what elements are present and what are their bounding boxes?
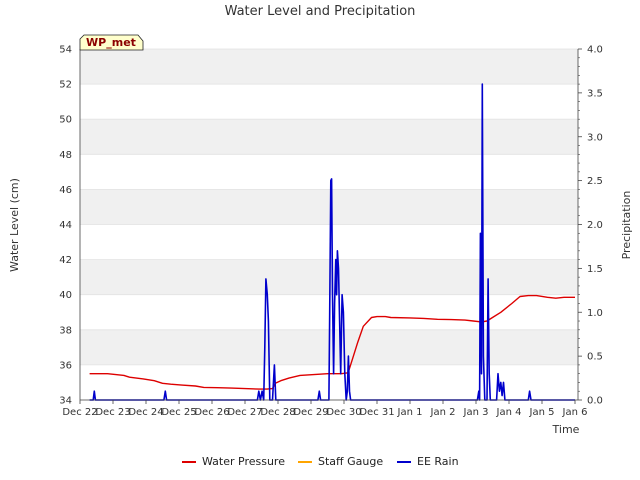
y-tick-label: 44: [59, 220, 72, 231]
legend-label-water-pressure: Water Pressure: [202, 455, 285, 468]
background-band: [80, 189, 578, 225]
background-band: [80, 259, 578, 295]
x-tick-label: Jan 2: [430, 407, 456, 418]
y2-tick-label: 3.5: [587, 88, 603, 99]
ticks-layer: 34 36 38 40 42 44 46 48 50 52 54 0.0 0.5 1.0 1.5 2.0 2.5…: [59, 45, 603, 419]
legend-label-ee-rain: EE Rain: [417, 455, 459, 468]
chart-title: Water Level and Precipitation: [225, 4, 416, 19]
background-bands: [80, 49, 578, 365]
x-tick-label: Dec 26: [194, 407, 229, 418]
y2-tick-label: 1.0: [587, 308, 603, 319]
x-tick-label: Dec 24: [128, 407, 163, 418]
x-tick-label: Dec 25: [161, 407, 196, 418]
y2-axis-label: Precipitation: [620, 191, 633, 260]
x-tick-label: Dec 28: [260, 407, 295, 418]
x-tick-label: Jan 1: [397, 407, 423, 418]
y2-tick-label: 0.0: [587, 396, 603, 407]
y2-tick-label: 1.5: [587, 264, 603, 275]
x-tick-label: Dec 31: [359, 407, 394, 418]
y-tick-label: 50: [59, 115, 72, 126]
x-tick-label: Dec 27: [227, 407, 262, 418]
x-tick-label: Jan 3: [463, 407, 489, 418]
x-tick-label: Dec 30: [326, 407, 361, 418]
x-tick-label: Jan 4: [496, 407, 522, 418]
y-tick-label: 52: [59, 80, 72, 91]
y2-tick-label: 2.0: [587, 220, 603, 231]
y-tick-label: 54: [59, 45, 72, 56]
x-axis-label: Time: [552, 423, 580, 436]
y-tick-label: 46: [59, 185, 72, 196]
site-badge-box: [79, 34, 144, 51]
y-tick-label: 34: [59, 396, 72, 407]
x-tick-label: Jan 5: [529, 407, 555, 418]
y2-tick-label: 4.0: [587, 45, 603, 56]
y-axis-label: Water Level (cm): [8, 178, 21, 272]
legend-label-staff-gauge: Staff Gauge: [318, 455, 383, 468]
background-band: [80, 119, 578, 155]
y2-tick-label: 2.5: [587, 176, 603, 187]
legend: Water Pressure Staff Gauge EE Rain: [182, 455, 459, 468]
site-badge: WP_met: [79, 34, 144, 51]
y-tick-label: 38: [59, 325, 72, 336]
y2-tick-label: 0.5: [587, 352, 603, 363]
x-tick-label: Jan 6: [562, 407, 588, 418]
x-tick-label: Dec 22: [62, 407, 97, 418]
x-tick-label: Dec 23: [95, 407, 130, 418]
y-tick-label: 40: [59, 290, 72, 301]
y-tick-label: 36: [59, 360, 72, 371]
x-tick-label: Dec 29: [293, 407, 328, 418]
y-tick-label: 42: [59, 255, 72, 266]
site-badge-label: WP_met: [86, 36, 136, 49]
y-tick-label: 48: [59, 150, 72, 161]
background-band: [80, 49, 578, 85]
y2-tick-label: 3.0: [587, 132, 603, 143]
